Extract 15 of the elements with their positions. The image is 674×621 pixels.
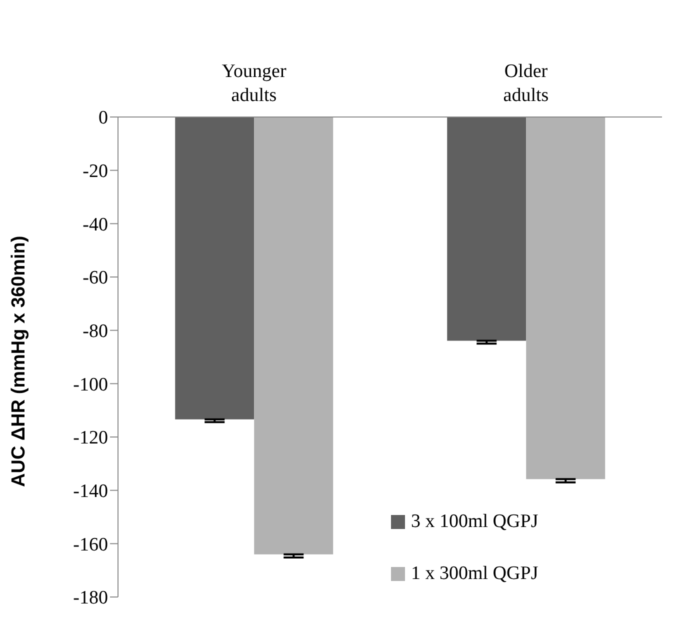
y-tick-label: -180 [73,588,108,609]
y-axis-title: AUC ΔHR (mmHg x 360min) [8,236,30,487]
y-tick-label: -40 [82,214,108,236]
y-tick-label: -120 [73,428,108,449]
y-tick-label: -20 [82,161,108,182]
y-tick-label: 0 [98,108,108,129]
y-tick-label: -100 [73,374,108,396]
y-tick-label: -160 [73,534,108,556]
x-tick-label: Younger adults [222,61,287,106]
y-tick-label: -80 [82,321,108,342]
y-tick-label: -140 [73,481,108,502]
legend-label: 1 x 300ml QGPJ [411,563,538,585]
x-tick-label: Older adults [503,61,549,106]
legend-label: 3 x 100ml QGPJ [411,511,538,533]
y-tick-label: -60 [82,268,108,289]
